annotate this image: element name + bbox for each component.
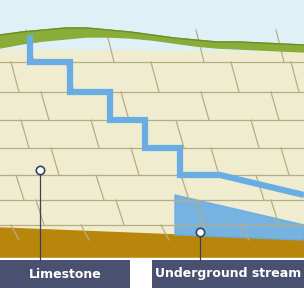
Polygon shape	[0, 50, 304, 240]
FancyBboxPatch shape	[152, 260, 304, 288]
FancyBboxPatch shape	[0, 260, 130, 288]
Text: Limestone: Limestone	[29, 268, 101, 281]
Polygon shape	[0, 228, 304, 288]
Polygon shape	[175, 195, 304, 240]
Bar	[0, 258, 304, 288]
Text: Underground stream: Underground stream	[155, 268, 301, 281]
Polygon shape	[0, 28, 304, 52]
